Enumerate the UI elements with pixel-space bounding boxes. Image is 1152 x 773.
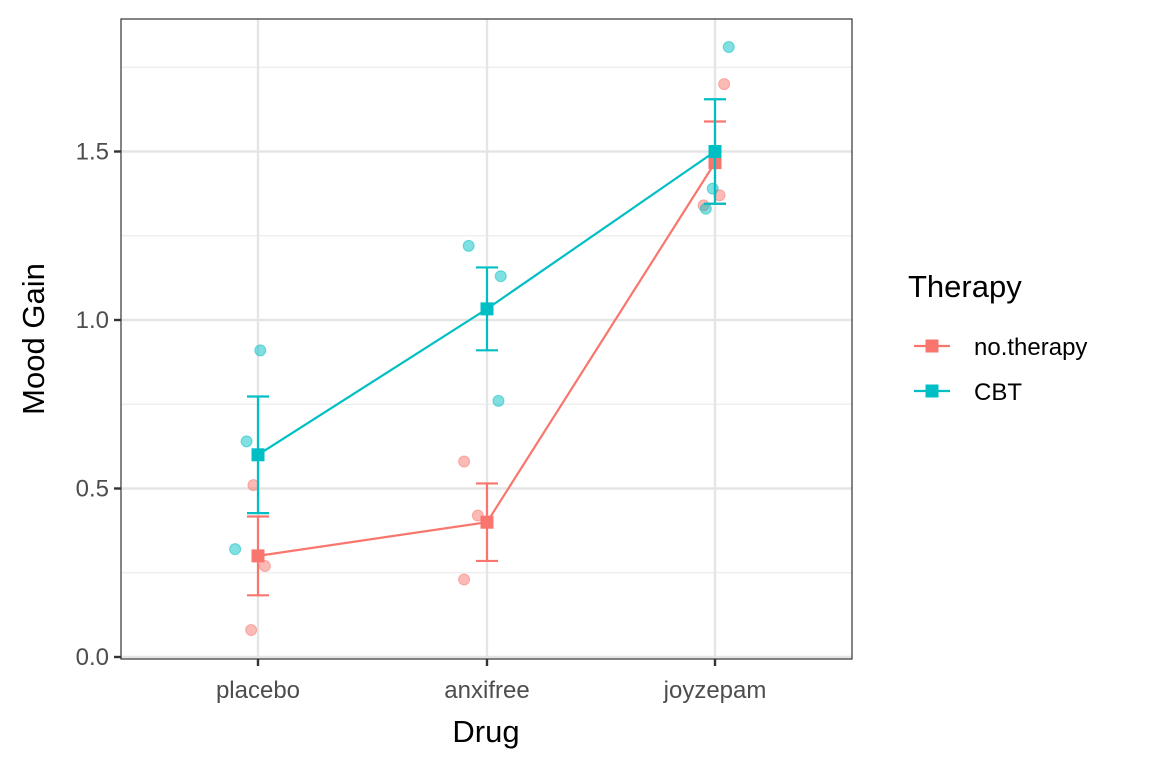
data-point-CBT [494,270,507,283]
data-point-no.therapy [718,78,731,91]
data-point-CBT [722,41,735,54]
y-tick-label: 0.5 [76,476,109,503]
legend-title: Therapy [908,269,1022,304]
x-axis-title: Drug [452,714,519,749]
mean-marker-no.therapy [480,515,494,529]
mean-marker-no.therapy [251,549,265,563]
y-axis-title: Mood Gain [16,263,51,415]
data-point-no.therapy [458,455,471,468]
data-point-CBT [229,543,242,556]
legend-label-CBT: CBT [974,379,1022,406]
y-tick-label: 1.0 [76,307,109,334]
data-point-no.therapy [458,573,471,586]
x-tick-label: joyzepam [663,677,767,704]
mean-marker-CBT [480,302,494,316]
chart-marks [229,41,735,637]
y-tick-label: 1.5 [76,139,109,166]
data-point-CBT [462,239,475,252]
data-point-CBT [254,344,267,357]
mean-marker-CBT [708,145,722,158]
data-point-no.therapy [245,624,258,637]
data-point-CBT [492,394,505,407]
data-point-CBT [706,182,719,195]
legend: Therapy no.therapy CBT [908,269,1087,406]
legend-label-no.therapy: no.therapy [974,334,1087,361]
data-point-no.therapy [258,560,271,573]
x-tick-label: placebo [216,677,300,704]
mean-marker-CBT [251,448,265,462]
data-point-CBT [699,202,712,215]
legend-key-marker-CBT [925,384,939,398]
data-point-CBT [240,435,253,448]
x-axis: placebo anxifree joyzepam [216,659,766,704]
x-tick-label: anxifree [444,677,529,704]
y-tick-label: 0.0 [76,644,109,671]
legend-key-marker-no.therapy [925,339,939,353]
y-axis: 0.0 0.5 1.0 1.5 [76,139,121,671]
